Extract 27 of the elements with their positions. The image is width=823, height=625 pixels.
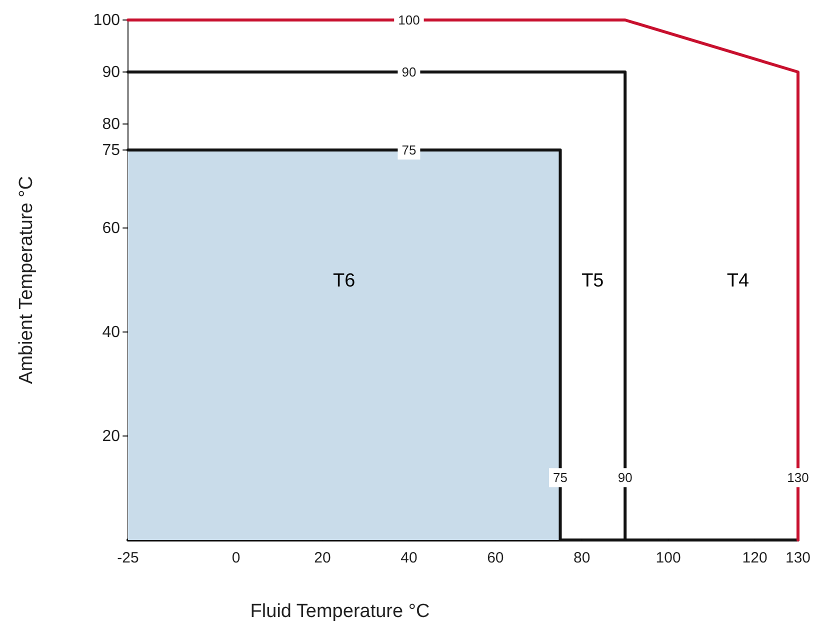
series-label: T6 (333, 270, 356, 292)
series-label: T5 (582, 270, 604, 292)
x-tick-label: 20 (314, 550, 331, 567)
annotation: 90 (402, 64, 416, 80)
y-tick-label: 80 (102, 116, 120, 134)
y-tick-label: 20 (102, 428, 120, 446)
x-axis-title: Fluid Temperature °C (250, 601, 430, 622)
y-tick-label: 90 (102, 64, 120, 82)
annotation: 90 (618, 470, 632, 486)
annotation: 75 (553, 470, 568, 486)
x-tick-label: 0 (232, 550, 240, 567)
y-tick-label: 100 (93, 12, 120, 30)
annotation: 75 (402, 142, 416, 158)
y-tick-label: 75 (102, 142, 120, 160)
y-tick-label: 40 (102, 324, 120, 342)
text: T4 (726, 270, 750, 292)
y-axis-title: Ambient Temperature °C (16, 176, 37, 384)
x-tick-label: 80 (574, 550, 590, 567)
x-tick-label: 130 (785, 550, 811, 567)
x-tick-label: 120 (742, 550, 768, 567)
y-tick-label: 60 (102, 220, 120, 238)
x-tick-label: 60 (487, 550, 504, 567)
annotation: 130 (787, 470, 809, 486)
x-tick-label: 40 (400, 550, 418, 567)
annotation: 100 (398, 12, 420, 28)
x-tick-label: -25 (117, 550, 139, 567)
x-tick-label: 100 (656, 550, 681, 567)
